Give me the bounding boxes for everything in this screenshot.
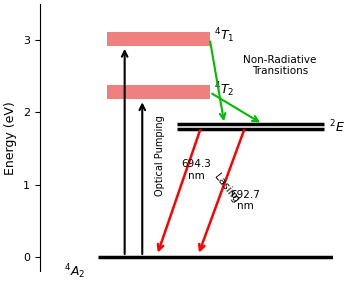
Text: $^4T_2$: $^4T_2$: [214, 80, 235, 99]
Text: Non-Radiative
Transitions: Non-Radiative Transitions: [244, 55, 317, 76]
Text: 694.3
nm: 694.3 nm: [181, 159, 211, 181]
Y-axis label: Energy (eV): Energy (eV): [4, 101, 17, 174]
Text: Lasing: Lasing: [211, 172, 240, 205]
Text: Optical Pumping: Optical Pumping: [155, 115, 165, 196]
Bar: [107, 85, 210, 100]
Text: $^4A_2$: $^4A_2$: [64, 263, 85, 281]
Bar: [107, 32, 210, 46]
Text: 692.7
nm: 692.7 nm: [230, 190, 260, 211]
Text: $^4T_1$: $^4T_1$: [214, 27, 235, 45]
Text: $^2E$: $^2E$: [328, 119, 344, 135]
